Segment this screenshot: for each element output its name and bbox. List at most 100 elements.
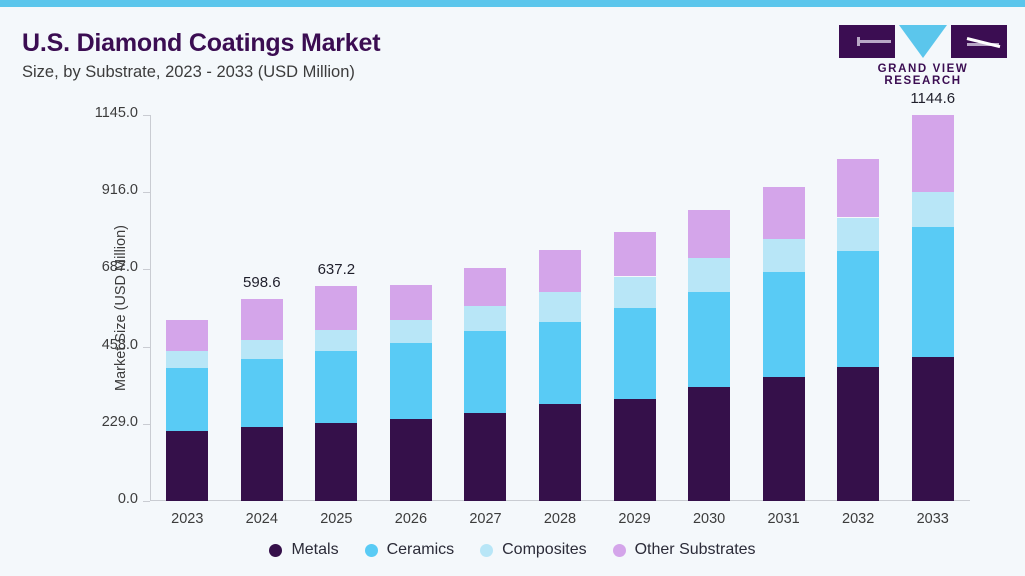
x-axis-tick-label: 2029 bbox=[618, 511, 651, 527]
bar-segment-metals[interactable] bbox=[464, 413, 507, 501]
bar-segment-composites[interactable] bbox=[240, 340, 283, 360]
bar-group[interactable]: 2032 bbox=[837, 115, 880, 527]
bar-segment-other-substrates[interactable] bbox=[911, 115, 954, 192]
bar-segment-ceramics[interactable] bbox=[240, 359, 283, 428]
bar-segment-ceramics[interactable] bbox=[464, 331, 507, 414]
y-axis-tick-mark bbox=[143, 423, 150, 425]
bar-segment-composites[interactable] bbox=[464, 306, 507, 332]
logo-r-bar bbox=[967, 43, 999, 46]
stacked-bar[interactable] bbox=[166, 115, 209, 501]
bar-segment-ceramics[interactable] bbox=[762, 272, 805, 378]
bar-value-label: 637.2 bbox=[317, 261, 356, 279]
y-axis-tick-label: 458.0 bbox=[101, 336, 138, 353]
stacked-bar[interactable] bbox=[911, 115, 954, 501]
bar-group[interactable]: 2030 bbox=[688, 115, 731, 527]
y-axis-tick-mark bbox=[143, 346, 150, 348]
bar-segment-composites[interactable] bbox=[613, 276, 656, 308]
bar-group[interactable]: 2027 bbox=[464, 115, 507, 527]
bar-segment-metals[interactable] bbox=[762, 377, 805, 501]
y-axis-tick-mark bbox=[143, 269, 150, 271]
bar-segment-ceramics[interactable] bbox=[389, 342, 432, 420]
logo-g-block-icon bbox=[839, 25, 895, 58]
bar-group[interactable]: 637.2 2025 bbox=[315, 115, 358, 527]
plot-area: Market Size (USD Million) 0.0 229.0 458.0 6… bbox=[95, 90, 970, 527]
stacked-bar[interactable] bbox=[688, 115, 731, 501]
bar-segment-metals[interactable] bbox=[539, 403, 581, 501]
bar-group[interactable]: 1144.6 2033 bbox=[910, 90, 955, 527]
legend-label: Ceramics bbox=[386, 541, 455, 558]
x-axis-tick-label: 2026 bbox=[394, 511, 428, 527]
stacked-bar[interactable] bbox=[389, 115, 432, 501]
bar-segment-ceramics[interactable] bbox=[315, 351, 358, 424]
bar-segment-metals[interactable] bbox=[837, 367, 880, 501]
bar-segment-metals[interactable] bbox=[911, 357, 954, 501]
y-axis-tick-mark bbox=[143, 115, 150, 116]
bar-segment-other-substrates[interactable] bbox=[837, 158, 880, 218]
bar-segment-other-substrates[interactable] bbox=[539, 249, 581, 292]
bar-segment-other-substrates[interactable] bbox=[166, 319, 209, 351]
bar-segment-other-substrates[interactable] bbox=[240, 299, 283, 341]
stacked-bar[interactable] bbox=[315, 115, 358, 501]
bar-segment-metals[interactable] bbox=[240, 427, 283, 501]
bar-group[interactable]: 598.6 2024 bbox=[240, 115, 283, 527]
bar-value-label: 598.6 bbox=[243, 274, 281, 292]
legend-color-swatch-icon bbox=[364, 543, 378, 557]
bar-segment-other-substrates[interactable] bbox=[762, 187, 805, 240]
stacked-bar[interactable] bbox=[837, 115, 880, 501]
bar-segment-ceramics[interactable] bbox=[688, 292, 731, 387]
bar-segment-other-substrates[interactable] bbox=[688, 210, 731, 258]
bar-segment-composites[interactable] bbox=[911, 191, 954, 227]
y-axis-title: Market Size (USD Million) bbox=[112, 225, 129, 391]
bar-group[interactable]: 2023 bbox=[166, 115, 209, 527]
legend-label: Metals bbox=[291, 541, 339, 558]
stacked-bar[interactable] bbox=[464, 115, 507, 501]
legend-item-ceramics[interactable]: Ceramics bbox=[364, 541, 455, 559]
y-axis-tick-label: 916.0 bbox=[101, 182, 138, 199]
bar-segment-ceramics[interactable] bbox=[166, 367, 209, 432]
bar-segment-composites[interactable] bbox=[315, 330, 358, 351]
bar-segment-metals[interactable] bbox=[166, 431, 209, 501]
bar-group[interactable]: 2031 bbox=[762, 115, 805, 527]
stacked-bar[interactable] bbox=[539, 115, 581, 501]
bar-group[interactable]: 2026 bbox=[389, 115, 432, 527]
bar-segment-other-substrates[interactable] bbox=[613, 232, 656, 277]
bar-segment-ceramics[interactable] bbox=[539, 322, 581, 404]
bar-segment-metals[interactable] bbox=[688, 386, 731, 501]
bar-segment-composites[interactable] bbox=[166, 350, 209, 368]
x-axis-tick-label: 2028 bbox=[543, 511, 577, 527]
bar-group[interactable]: 2029 bbox=[613, 115, 656, 527]
chart-subtitle: Size, by Substrate, 2023 - 2033 (USD Mil… bbox=[22, 63, 355, 81]
bar-segment-metals[interactable] bbox=[315, 423, 358, 501]
bar-segment-ceramics[interactable] bbox=[911, 226, 954, 358]
legend-item-composites[interactable]: Composites bbox=[480, 541, 587, 559]
bar-segment-other-substrates[interactable] bbox=[389, 285, 432, 320]
y-axis-line bbox=[150, 115, 151, 501]
legend-item-metals[interactable]: Metals bbox=[269, 541, 339, 559]
bar-segment-other-substrates[interactable] bbox=[464, 268, 507, 307]
bar-segment-composites[interactable] bbox=[762, 239, 805, 273]
logo-v-triangle-icon bbox=[899, 25, 947, 58]
bar-segment-ceramics[interactable] bbox=[613, 307, 656, 400]
x-axis-tick-label: 2030 bbox=[692, 511, 726, 527]
stacked-bar[interactable] bbox=[240, 115, 283, 501]
bar-segment-composites[interactable] bbox=[688, 257, 731, 292]
stacked-bar[interactable] bbox=[762, 115, 805, 501]
bar-segment-ceramics[interactable] bbox=[837, 250, 880, 368]
bar-segment-composites[interactable] bbox=[539, 292, 581, 322]
logo-wordmark: GRAND VIEW RESEARCH bbox=[877, 63, 969, 87]
bar-segment-other-substrates[interactable] bbox=[315, 286, 358, 331]
legend-label: Composites bbox=[502, 541, 587, 558]
y-axis-tick-label: 229.0 bbox=[101, 413, 138, 430]
bar-segment-metals[interactable] bbox=[389, 419, 432, 501]
bar-group[interactable]: 2028 bbox=[539, 115, 581, 527]
legend-color-swatch-icon bbox=[612, 543, 626, 557]
logo-marks bbox=[839, 23, 1007, 61]
bar-segment-metals[interactable] bbox=[613, 399, 656, 501]
y-axis-tick-label: 1145.0 bbox=[94, 105, 138, 121]
bar-segment-composites[interactable] bbox=[389, 319, 432, 343]
bar-segment-composites[interactable] bbox=[837, 217, 880, 251]
legend-color-swatch-icon bbox=[269, 543, 283, 557]
stacked-bar[interactable] bbox=[613, 115, 656, 501]
legend-item-other-substrates[interactable]: Other Substrates bbox=[612, 541, 756, 559]
